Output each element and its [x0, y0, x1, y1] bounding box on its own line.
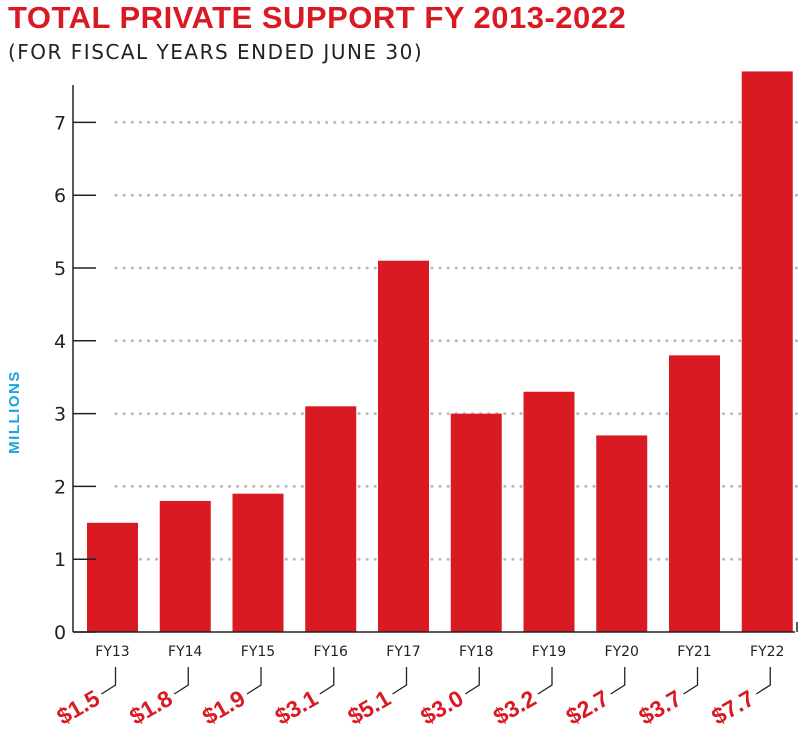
value-label: $5.1: [343, 685, 395, 730]
x-tick-label: FY20: [605, 644, 639, 660]
value-label-leader: [537, 667, 553, 695]
y-ticks: 0 1 2 3 4 5 6 7: [54, 112, 96, 644]
bar-fy17: [378, 260, 429, 632]
x-tick-label: FY14: [168, 644, 203, 660]
y-tick-label: 6: [54, 185, 66, 207]
bar-fy20: [596, 435, 648, 632]
y-tick-label: 0: [54, 622, 66, 644]
x-tick-label: FY17: [386, 644, 420, 660]
value-label: $3.0: [416, 685, 468, 730]
bar-fy15: [232, 493, 284, 632]
value-label-leader: [173, 667, 189, 695]
x-tick-label: FY16: [314, 644, 349, 660]
value-label-leader: [683, 667, 699, 695]
value-label: $3.7: [634, 685, 686, 730]
bars: [87, 71, 793, 632]
value-labels: $1.5 $1.8 $1.9 $3.1 $5.1 $3.0 $3.2 $2.7 $3.7 $7.7: [52, 685, 759, 730]
value-label: $1.9: [198, 685, 250, 730]
y-tick-label: 4: [54, 331, 66, 353]
y-tick-label: 5: [54, 258, 66, 280]
y-tick-label: 7: [54, 112, 66, 134]
axes: [72, 85, 798, 633]
x-tick-label: FY21: [677, 644, 711, 660]
x-tick-label: FY19: [532, 644, 566, 660]
bar-fy16: [305, 406, 357, 632]
value-label: $7.7: [707, 685, 759, 730]
value-label-leader: [464, 667, 480, 695]
value-label-leader: [101, 667, 117, 695]
chart-subtitle: (FOR FISCAL YEARS ENDED JUNE 30): [8, 40, 424, 64]
bar-fy22: [741, 71, 793, 632]
bar-fy21: [669, 355, 720, 632]
value-label-leader: [319, 667, 335, 695]
bar-fy18: [450, 413, 502, 632]
value-label: $3.2: [489, 685, 541, 730]
y-tick-label: 2: [54, 476, 66, 498]
x-tick-label: FY22: [750, 644, 784, 660]
bar-fy13: [87, 522, 138, 632]
value-label-leader: [755, 667, 771, 695]
y-axis-label: MILLIONS: [6, 370, 23, 454]
y-tick-label: 1: [54, 549, 66, 571]
value-label-leader: [246, 667, 262, 695]
value-label: $1.5: [52, 685, 104, 730]
y-tick-label: 3: [54, 404, 66, 426]
x-tick-label: FY18: [459, 644, 493, 660]
value-label-leaders: [101, 667, 771, 695]
value-label: $3.1: [270, 685, 322, 730]
value-label: $1.8: [125, 685, 177, 730]
value-label-leader: [610, 667, 626, 695]
chart-title: TOTAL PRIVATE SUPPORT FY 2013-2022: [8, 0, 627, 35]
x-tick-label: FY13: [95, 644, 129, 660]
value-label: $2.7: [561, 685, 613, 730]
x-ticks: FY13 FY14 FY15 FY16 FY17 FY18 FY19 FY20 FY21 FY22: [95, 644, 784, 660]
value-label-leader: [392, 667, 408, 695]
x-tick-label: FY15: [241, 644, 275, 660]
bar-fy19: [523, 391, 575, 632]
bar-fy14: [159, 500, 211, 632]
